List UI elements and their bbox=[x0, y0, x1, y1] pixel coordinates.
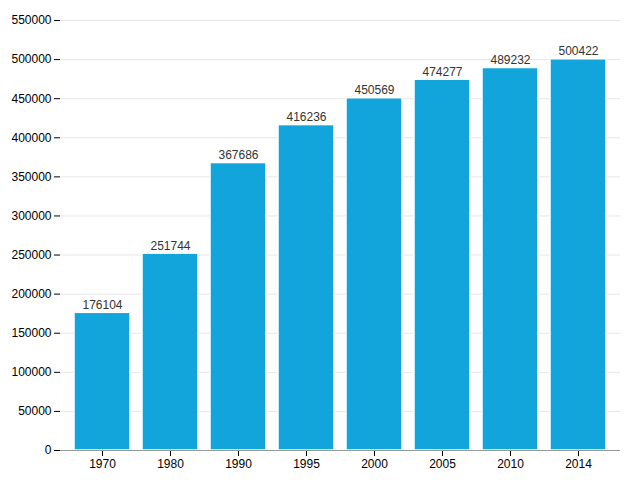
svg-text:450569: 450569 bbox=[354, 83, 394, 97]
svg-text:489232: 489232 bbox=[490, 53, 530, 67]
svg-text:2005: 2005 bbox=[429, 457, 456, 471]
svg-text:50000: 50000 bbox=[18, 404, 52, 418]
svg-text:1970: 1970 bbox=[89, 457, 116, 471]
svg-text:500000: 500000 bbox=[11, 52, 51, 66]
svg-text:0: 0 bbox=[45, 443, 52, 457]
svg-text:474277: 474277 bbox=[422, 65, 462, 79]
svg-text:367686: 367686 bbox=[218, 148, 258, 162]
svg-text:2010: 2010 bbox=[497, 457, 524, 471]
svg-text:176104: 176104 bbox=[82, 298, 122, 312]
svg-text:500422: 500422 bbox=[558, 44, 598, 58]
svg-text:416236: 416236 bbox=[286, 110, 326, 124]
svg-text:150000: 150000 bbox=[11, 326, 51, 340]
svg-text:200000: 200000 bbox=[11, 287, 51, 301]
svg-text:2014: 2014 bbox=[565, 457, 592, 471]
svg-text:2000: 2000 bbox=[361, 457, 388, 471]
svg-text:100000: 100000 bbox=[11, 365, 51, 379]
svg-text:300000: 300000 bbox=[11, 209, 51, 223]
svg-text:251744: 251744 bbox=[150, 239, 190, 253]
svg-text:400000: 400000 bbox=[11, 131, 51, 145]
svg-text:350000: 350000 bbox=[11, 170, 51, 184]
svg-text:1990: 1990 bbox=[225, 457, 252, 471]
svg-text:1980: 1980 bbox=[157, 457, 184, 471]
svg-text:250000: 250000 bbox=[11, 248, 51, 262]
svg-text:550000: 550000 bbox=[11, 13, 51, 27]
svg-text:1995: 1995 bbox=[293, 457, 320, 471]
svg-text:450000: 450000 bbox=[11, 92, 51, 106]
